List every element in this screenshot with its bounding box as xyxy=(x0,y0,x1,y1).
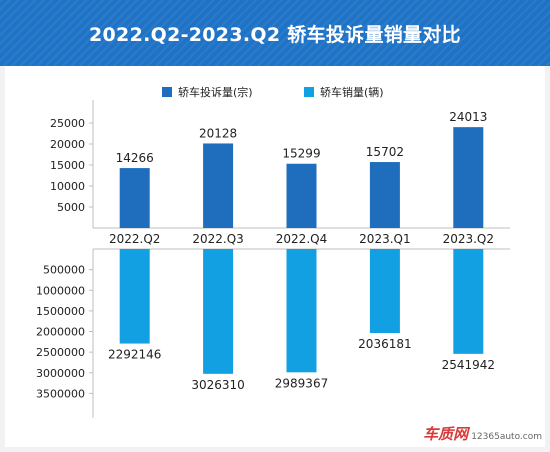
sales-bar xyxy=(119,249,150,344)
upper-y-tick-label: 15000 xyxy=(50,159,85,172)
complaint-bar xyxy=(119,168,150,228)
lower-y-tick-label: 3500000 xyxy=(36,387,85,400)
logo: 车质网 12365auto.com xyxy=(423,423,542,444)
sales-data-label: 3026310 xyxy=(191,378,244,392)
x-category-label: 2022.Q3 xyxy=(192,232,243,246)
legend-swatch-complaints xyxy=(162,87,172,97)
sales-bar xyxy=(203,249,234,374)
x-category-label: 2023.Q1 xyxy=(359,232,410,246)
legend-item-sales: 轿车销量(辆) xyxy=(304,84,384,100)
logo-name: 车质网 xyxy=(423,425,469,443)
complaint-bar xyxy=(286,163,317,228)
upper-y-tick-label: 25000 xyxy=(50,117,85,130)
sales-bar xyxy=(286,249,317,373)
complaint-data-label: 14266 xyxy=(116,151,154,165)
x-category-label: 2022.Q2 xyxy=(109,232,160,246)
x-category-label: 2023.Q2 xyxy=(443,232,494,246)
title-bar: 2022.Q2-2023.Q2 轿车投诉量销量对比 xyxy=(0,0,550,66)
legend-swatch-sales xyxy=(304,87,314,97)
upper-y-tick-label: 20000 xyxy=(50,138,85,151)
complaint-data-label: 24013 xyxy=(449,110,487,124)
sales-data-label: 2541942 xyxy=(442,358,495,372)
lower-y-tick-label: 1000000 xyxy=(36,284,85,297)
complaint-data-label: 20128 xyxy=(199,126,237,140)
lower-y-tick-label: 2500000 xyxy=(36,346,85,359)
legend-label-complaints: 轿车投诉量(宗) xyxy=(178,86,253,99)
complaint-data-label: 15299 xyxy=(282,147,320,161)
chart-title: 2022.Q2-2023.Q2 轿车投诉量销量对比 xyxy=(89,23,461,46)
sales-bar xyxy=(369,249,400,333)
complaint-data-label: 15702 xyxy=(366,145,404,159)
sales-data-label: 2292146 xyxy=(108,348,161,362)
legend: 轿车投诉量(宗) 轿车销量(辆) xyxy=(0,84,550,100)
lower-y-tick-label: 2000000 xyxy=(36,326,85,339)
complaint-bar xyxy=(453,127,484,228)
complaint-bar xyxy=(369,162,400,228)
sales-bar xyxy=(453,249,484,354)
sales-data-label: 2036181 xyxy=(358,337,411,351)
lower-y-tick-label: 500000 xyxy=(43,264,85,277)
legend-label-sales: 轿车销量(辆) xyxy=(320,86,384,99)
lower-y-tick-label: 1500000 xyxy=(36,305,85,318)
lower-y-tick-label: 3000000 xyxy=(36,367,85,380)
upper-y-tick-label: 10000 xyxy=(50,180,85,193)
sales-data-label: 2989367 xyxy=(275,376,328,390)
complaint-bar xyxy=(203,143,234,228)
x-category-label: 2022.Q4 xyxy=(276,232,327,246)
upper-y-tick-label: 5000 xyxy=(57,201,85,214)
logo-url: 12365auto.com xyxy=(471,432,542,442)
legend-item-complaints: 轿车投诉量(宗) xyxy=(162,84,253,100)
